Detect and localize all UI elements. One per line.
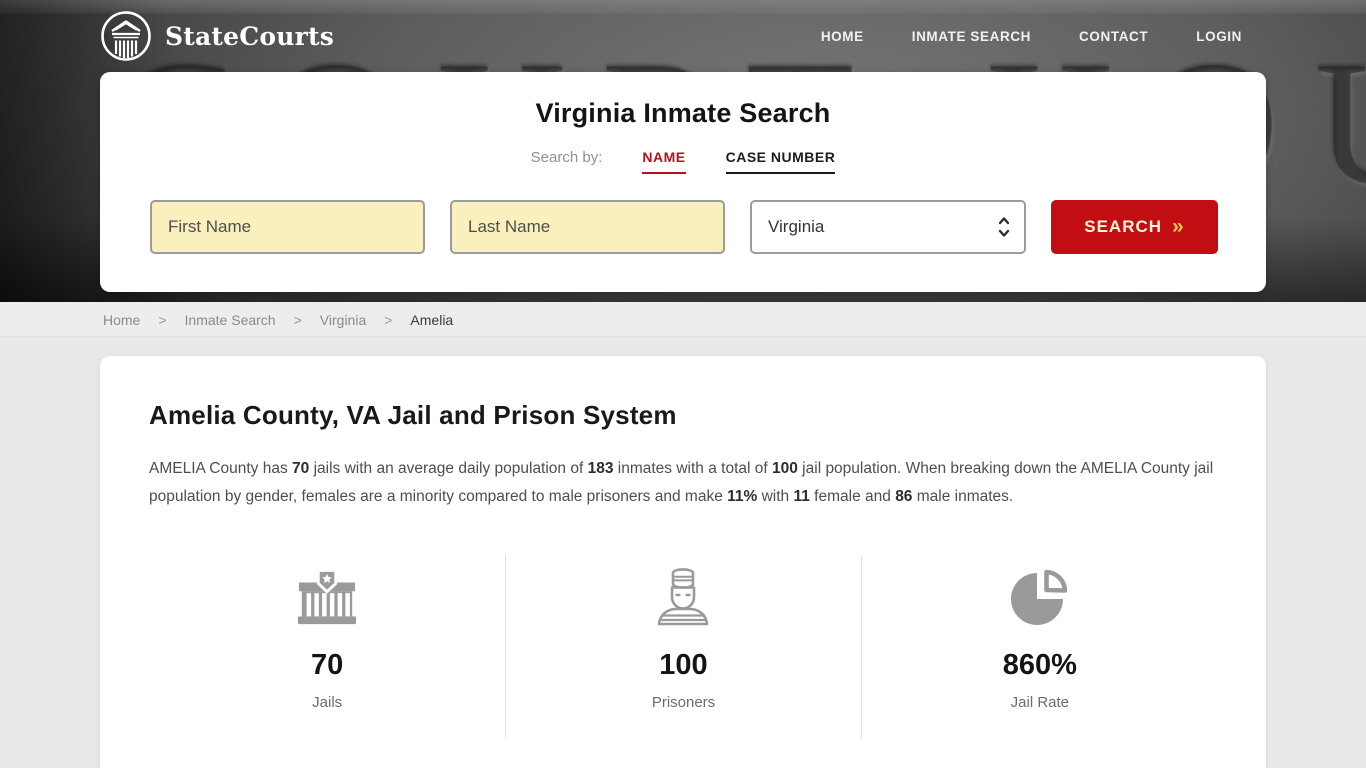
double-chevron-icon: »: [1172, 214, 1185, 238]
breadcrumb-separator-icon: >: [158, 311, 167, 328]
breadcrumb-virginia[interactable]: Virginia: [319, 311, 367, 328]
breadcrumb: Home > Inmate Search > Virginia > Amelia: [100, 302, 1266, 337]
state-select[interactable]: Virginia: [750, 200, 1026, 254]
header-bar: StateCourts HOME INMATE SEARCH CONTACT L…: [100, 0, 1242, 72]
brand-name: StateCourts: [165, 21, 334, 51]
county-heading: Amelia County, VA Jail and Prison System: [149, 400, 677, 430]
main-content: Amelia County, VA Jail and Prison System…: [0, 356, 1366, 768]
nav-contact[interactable]: CONTACT: [1079, 28, 1149, 44]
nav-login[interactable]: LOGIN: [1196, 28, 1242, 44]
county-summary-paragraph: AMELIA County has 70 jails with an avera…: [149, 460, 1214, 505]
stat-jails: 70 Jails: [149, 555, 505, 739]
county-stats-row: 70 Jails 100: [149, 555, 1218, 739]
stat-label: Prisoners: [651, 694, 716, 711]
stat-prisoners: 100 Prisoners: [505, 555, 862, 739]
search-form: Virginia SEARCH »: [150, 200, 1218, 254]
inmate-search-card: Virginia Inmate Search Search by: NAME C…: [100, 72, 1266, 292]
courthouse-logo-icon: [100, 10, 152, 62]
breadcrumb-inmate-search[interactable]: Inmate Search: [184, 311, 276, 328]
stat-jail-rate: 860% Jail Rate: [862, 555, 1218, 739]
breadcrumb-separator-icon: >: [384, 311, 393, 328]
tab-name[interactable]: NAME: [642, 149, 686, 174]
search-card-title: Virginia Inmate Search: [535, 98, 831, 128]
stat-value: 860%: [1002, 649, 1077, 681]
stat-label: Jails: [312, 694, 343, 711]
breadcrumb-separator-icon: >: [293, 311, 302, 328]
stat-value: 100: [659, 649, 708, 681]
site-header: COURT·HOUSE·: [0, 0, 1366, 302]
pie-chart-icon: [862, 557, 1218, 637]
jail-icon: [149, 557, 505, 637]
tab-case-number[interactable]: CASE NUMBER: [725, 149, 836, 174]
last-name-input[interactable]: [450, 200, 725, 254]
breadcrumb-bar: Home > Inmate Search > Virginia > Amelia: [0, 302, 1366, 337]
brand-logo[interactable]: StateCourts: [100, 10, 334, 62]
county-info-card: Amelia County, VA Jail and Prison System…: [100, 356, 1266, 768]
first-name-input[interactable]: [150, 200, 425, 254]
state-select-value: Virginia: [768, 217, 825, 236]
search-by-row: Search by: NAME CASE NUMBER: [100, 149, 1266, 174]
breadcrumb-home[interactable]: Home: [103, 311, 141, 328]
nav-inmate-search[interactable]: INMATE SEARCH: [911, 28, 1032, 44]
main-nav: HOME INMATE SEARCH CONTACT LOGIN: [821, 29, 1242, 44]
stat-value: 70: [311, 649, 344, 681]
select-updown-icon: [997, 216, 1011, 238]
search-button[interactable]: SEARCH »: [1051, 200, 1218, 254]
breadcrumb-current-amelia: Amelia: [410, 311, 454, 328]
stat-label: Jail Rate: [1010, 694, 1069, 711]
nav-home[interactable]: HOME: [820, 28, 864, 44]
search-by-label: Search by:: [530, 149, 603, 166]
search-button-label: SEARCH: [1084, 217, 1163, 236]
prisoner-icon: [506, 557, 860, 637]
